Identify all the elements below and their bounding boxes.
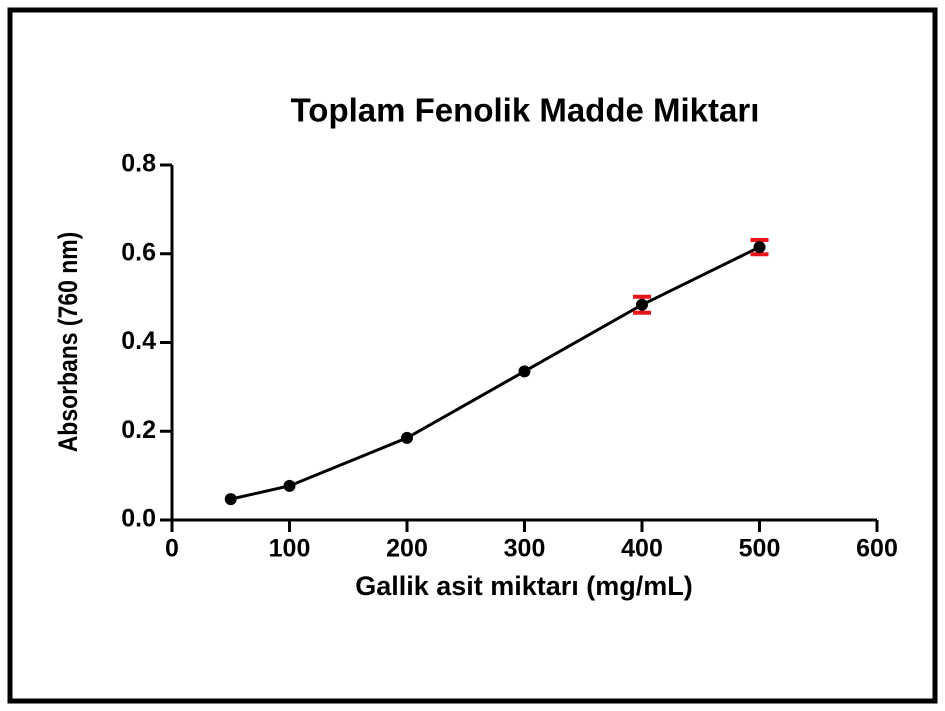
y-tick-label: 0.2 xyxy=(121,416,156,444)
x-tick-label: 0 xyxy=(165,535,179,563)
data-point xyxy=(636,298,648,311)
x-tick-label: 200 xyxy=(386,535,428,563)
data-point xyxy=(283,479,296,492)
data-point xyxy=(518,365,531,378)
x-tick-label: 500 xyxy=(739,535,781,563)
y-tick-label: 0.4 xyxy=(121,327,156,355)
x-tick-label: 100 xyxy=(269,535,311,563)
y-tick-label: 0.8 xyxy=(121,150,156,178)
chart-title: Toplam Fenolik Madde Miktarı xyxy=(291,92,760,129)
frame xyxy=(7,7,938,704)
x-axis-label: Gallik asit miktarı (mg/mL) xyxy=(355,571,693,601)
x-tick-label: 400 xyxy=(621,535,663,563)
x-tick-label: 300 xyxy=(504,535,546,563)
data-point xyxy=(224,493,237,506)
x-tick-label: 600 xyxy=(856,535,898,563)
y-axis-label: Absorbans (760 nm) xyxy=(53,232,83,453)
data-point xyxy=(753,241,766,254)
y-tick-label: 0.0 xyxy=(121,505,156,533)
data-point xyxy=(401,431,413,444)
series-line xyxy=(230,245,761,501)
y-tick-label: 0.6 xyxy=(121,238,156,266)
